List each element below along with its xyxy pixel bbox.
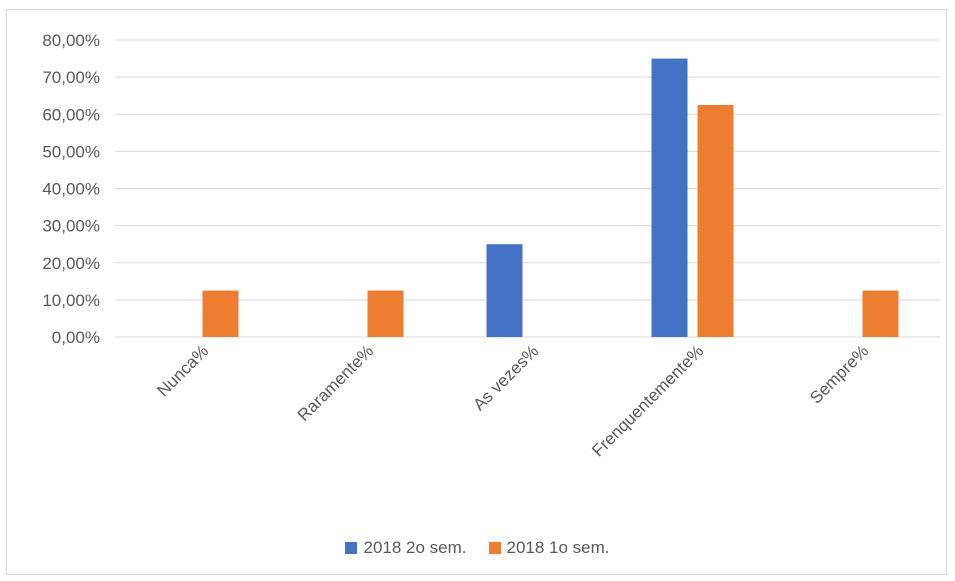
gridlines — [115, 39, 940, 338]
x-category-label-4: Sempre% — [806, 341, 872, 407]
y-tick-label-7: 70,00% — [42, 68, 100, 87]
y-tick-label-8: 80,00% — [42, 31, 100, 50]
bar-series-1-2 — [486, 244, 523, 337]
bars — [202, 58, 899, 337]
y-tick-label-5: 50,00% — [42, 142, 100, 161]
y-axis-tick-labels: 0,00% 10,00% 20,00% 30,00% 40,00% 50,00% 60,00… — [42, 31, 100, 347]
y-tick-label-2: 20,00% — [42, 254, 100, 273]
legend-swatch-series-2 — [488, 542, 501, 554]
legend: 2018 2o sem. 2018 1o sem. — [0, 536, 955, 560]
y-tick-label-4: 40,00% — [42, 180, 100, 199]
y-tick-label-3: 30,00% — [42, 217, 100, 236]
x-category-label-0: Nunca% — [153, 341, 212, 400]
bar-series-1-3 — [651, 58, 688, 337]
legend-item-series-1: 2018 2o sem. — [345, 538, 467, 558]
y-tick-label-6: 60,00% — [42, 105, 100, 124]
x-category-label-2: As vezes% — [469, 341, 542, 414]
y-tick-label-0: 0,00% — [52, 328, 100, 347]
legend-item-series-2: 2018 1o sem. — [488, 538, 610, 558]
bar-series-2-1 — [367, 290, 404, 337]
chart-frame — [6, 9, 947, 575]
x-axis-category-labels: Nunca% Raramente% As vezes% Frenquentemente… — [153, 341, 872, 460]
legend-label-series-2: 2018 1o sem. — [506, 538, 610, 557]
x-category-label-3: Frenquentemente% — [588, 341, 707, 460]
legend-label-series-1: 2018 2o sem. — [363, 538, 467, 557]
x-category-label-1: Raramente% — [294, 341, 378, 425]
legend-swatch-series-1 — [345, 542, 358, 554]
bar-series-2-3 — [697, 104, 734, 337]
y-tick-label-1: 10,00% — [42, 291, 100, 310]
bar-series-2-4 — [862, 290, 899, 337]
bar-series-2-0 — [202, 290, 239, 337]
